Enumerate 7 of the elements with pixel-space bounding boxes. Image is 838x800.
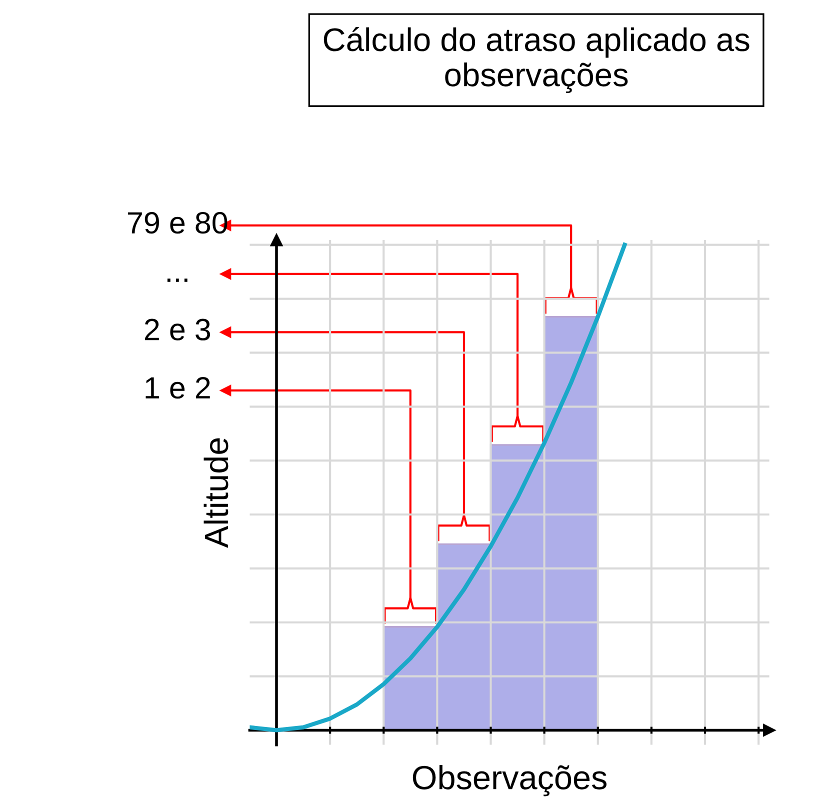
chart-title: Cálculo do atraso aplicado as observações [324, 26, 750, 94]
text: 1 e 2 [146, 377, 210, 399]
text: 79 e 80 [128, 212, 228, 234]
text: 2 e 3 [144, 318, 210, 340]
text: ... [167, 278, 188, 282]
y-axis-title: Altitude [204, 438, 228, 548]
x-axis-title: Observações [412, 764, 606, 796]
